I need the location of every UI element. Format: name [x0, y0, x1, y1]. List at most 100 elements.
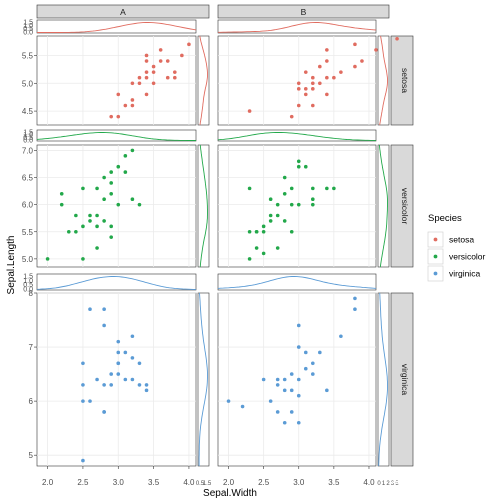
facet-strip-label: B	[301, 7, 307, 17]
panel-setosa-B	[217, 35, 377, 126]
x-density-curve	[36, 276, 196, 290]
data-point	[88, 219, 92, 223]
data-point	[137, 383, 142, 387]
top-margin-panel	[217, 129, 377, 142]
x-axis-title: Sepal.Width	[203, 488, 257, 499]
data-point	[332, 186, 336, 191]
legend-label: setosa	[449, 235, 474, 245]
data-point	[116, 114, 121, 119]
data-point	[130, 197, 135, 202]
data-point	[151, 64, 156, 69]
data-point	[289, 114, 294, 119]
data-point	[130, 334, 135, 339]
legend-label: virginica	[449, 269, 480, 279]
data-point	[130, 81, 135, 86]
data-point	[282, 192, 287, 196]
legend-item-virginica: virginica	[427, 265, 480, 282]
data-point	[144, 59, 149, 63]
data-point	[282, 388, 287, 393]
top-margin-panel	[217, 19, 377, 34]
data-point	[339, 70, 343, 74]
right-margin-panel	[377, 144, 390, 268]
data-point	[275, 202, 280, 207]
margin-y-tick-label: 0.0	[23, 287, 33, 294]
data-point	[144, 70, 149, 74]
top-margin-panel	[36, 129, 197, 142]
data-point	[303, 87, 308, 91]
plot-area: A Bsetosa4.55.05.51.51.00.50.0versicolor5…	[22, 4, 414, 487]
data-point	[123, 377, 128, 382]
data-point	[116, 361, 121, 366]
x-density-curve	[217, 132, 376, 141]
legend-label: versicolor	[449, 252, 486, 262]
data-point	[173, 75, 177, 80]
data-point	[296, 159, 301, 164]
margin-x-tick-label: 2	[386, 481, 390, 487]
data-point	[123, 154, 128, 158]
data-point	[81, 224, 85, 229]
right-margin-panel	[377, 35, 390, 126]
data-point	[289, 229, 294, 234]
data-point	[353, 64, 357, 69]
facet-row-virginica: virginica 5 6 7 8 1.51.00.50.0	[23, 274, 414, 467]
y-tick-label: 6.0	[22, 201, 34, 210]
y-tick-label: 5.0	[22, 79, 34, 88]
data-point	[353, 296, 357, 301]
data-point	[67, 229, 71, 234]
data-point	[109, 235, 113, 239]
data-point	[116, 372, 121, 376]
right-margin-panel	[377, 292, 390, 467]
data-point	[395, 36, 399, 41]
data-point	[151, 81, 156, 86]
data-point	[296, 202, 301, 207]
data-point	[303, 164, 308, 169]
data-point	[247, 229, 252, 234]
data-point	[296, 164, 301, 169]
data-point	[296, 103, 301, 108]
facet-row-setosa: setosa 4.5 5.0 5.5 1.51.00.50.0	[22, 19, 414, 126]
data-point	[151, 70, 156, 74]
panel-virginica-A	[36, 292, 197, 467]
data-point	[325, 48, 329, 52]
x-tick-label: 3.5	[148, 478, 160, 487]
margin-y-tick-label: 1.0	[23, 278, 33, 285]
data-point	[311, 87, 315, 91]
margin-y-tick-label: 1.5	[23, 274, 33, 281]
data-point	[282, 219, 287, 223]
legend-swatch	[433, 254, 438, 259]
panel-versicolor-A	[36, 144, 197, 268]
facet-strip-label: A	[120, 7, 126, 17]
margin-y-tick-label: 0.0	[23, 138, 33, 145]
data-point	[130, 377, 135, 382]
data-point	[116, 350, 121, 355]
data-point	[303, 350, 308, 355]
data-point	[144, 383, 149, 387]
data-point	[45, 257, 50, 261]
data-point	[102, 307, 106, 312]
data-point	[137, 81, 142, 86]
facet-strip-label: virginica	[400, 364, 410, 395]
data-point	[247, 109, 252, 113]
data-point	[289, 388, 294, 393]
margin-y-tick-label: 1.5	[23, 20, 33, 27]
facet-strip-label: setosa	[400, 68, 410, 93]
data-point	[318, 64, 322, 69]
facet-row-versicolor: versicolor 5.0 5.5 6.0 6.5 7.0 1.51.00.50.0	[22, 129, 414, 268]
data-point	[268, 213, 273, 218]
y-axis-title: Sepal.Length	[6, 236, 17, 295]
data-point	[88, 213, 92, 218]
x-density-curve	[218, 22, 377, 33]
data-point	[130, 356, 135, 360]
data-point	[296, 87, 301, 91]
watermark: 知乎 @阿越就是我	[391, 472, 491, 486]
data-point	[95, 224, 99, 229]
data-point	[282, 420, 287, 425]
margin-y-tick-label: 0.5	[23, 26, 33, 33]
data-point	[109, 224, 113, 229]
data-point	[289, 372, 294, 376]
data-point	[137, 361, 142, 366]
data-point	[275, 377, 280, 382]
facet-strip-versicolor	[390, 144, 414, 268]
data-point	[116, 164, 121, 169]
